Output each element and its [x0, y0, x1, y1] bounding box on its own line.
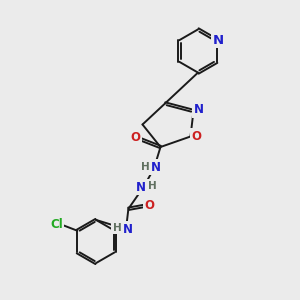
- Text: N: N: [213, 34, 224, 47]
- Text: H: H: [112, 223, 122, 233]
- Text: H: H: [141, 162, 150, 172]
- Text: N: N: [194, 103, 204, 116]
- Text: Cl: Cl: [50, 218, 63, 231]
- Text: N: N: [136, 181, 146, 194]
- Text: O: O: [191, 130, 202, 143]
- Text: N: N: [150, 160, 161, 174]
- Text: O: O: [130, 130, 140, 144]
- Text: N: N: [122, 223, 133, 236]
- Text: H: H: [148, 181, 157, 191]
- Text: O: O: [144, 199, 154, 212]
